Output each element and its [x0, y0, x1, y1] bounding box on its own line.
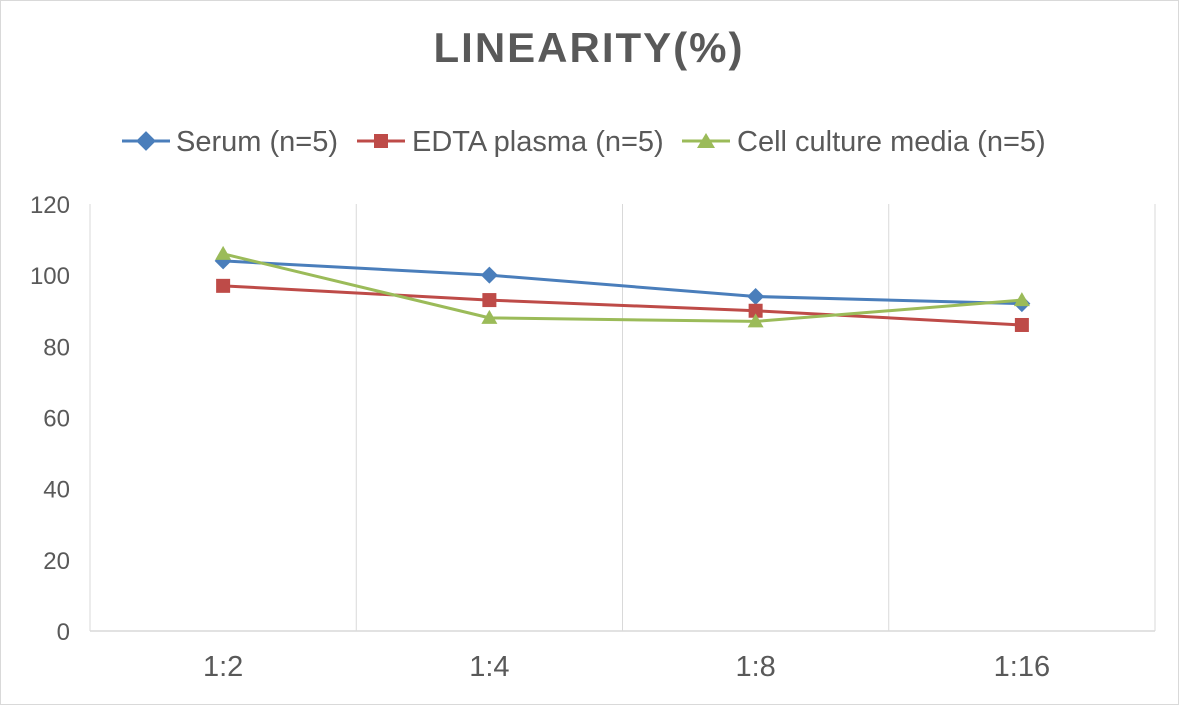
y-tick-label: 60	[43, 406, 70, 433]
y-tick-label: 80	[43, 334, 70, 361]
data-point-marker	[747, 288, 765, 306]
legend-label-serum: Serum (n=5)	[176, 126, 338, 158]
series-line-1	[223, 284, 1022, 327]
y-tick-label: 0	[57, 619, 70, 646]
data-point-marker	[1014, 317, 1029, 332]
y-tick-label: 120	[30, 192, 70, 219]
plot-area: 0 20 40 60 80 100 120 1:2 1:4 1:8 1:16	[30, 192, 1156, 683]
data-point-marker	[215, 245, 232, 260]
chart-legend: Serum (n=5) EDTA plasma (n=5) Cell cultu…	[122, 126, 1046, 158]
x-tick-label: 1:8	[735, 651, 775, 683]
x-tick-label: 1:2	[203, 651, 243, 683]
data-point-marker	[748, 303, 763, 318]
chart-title: LINEARITY(%)	[434, 24, 745, 71]
data-point-marker	[216, 278, 231, 293]
y-tick-label: 40	[43, 477, 70, 504]
data-point-marker	[482, 293, 497, 308]
data-point-marker	[1013, 292, 1030, 307]
legend-marker-serum	[136, 131, 156, 151]
y-tick-label: 100	[30, 263, 70, 290]
data-point-marker	[481, 309, 498, 324]
legend-label-cell-culture-media: Cell culture media (n=5)	[737, 126, 1046, 158]
data-point-marker	[747, 313, 764, 328]
legend-marker-edta-plasma	[374, 134, 388, 148]
series-line-0	[223, 259, 1022, 306]
x-tick-label: 1:4	[469, 651, 509, 683]
x-tick-label: 1:16	[994, 651, 1050, 683]
y-tick-label: 20	[43, 548, 70, 575]
legend-marker-cell-culture-media	[697, 133, 715, 148]
legend-label-edta-plasma: EDTA plasma (n=5)	[412, 126, 664, 158]
data-point-marker	[480, 266, 498, 284]
series-line-2	[222, 252, 1022, 323]
